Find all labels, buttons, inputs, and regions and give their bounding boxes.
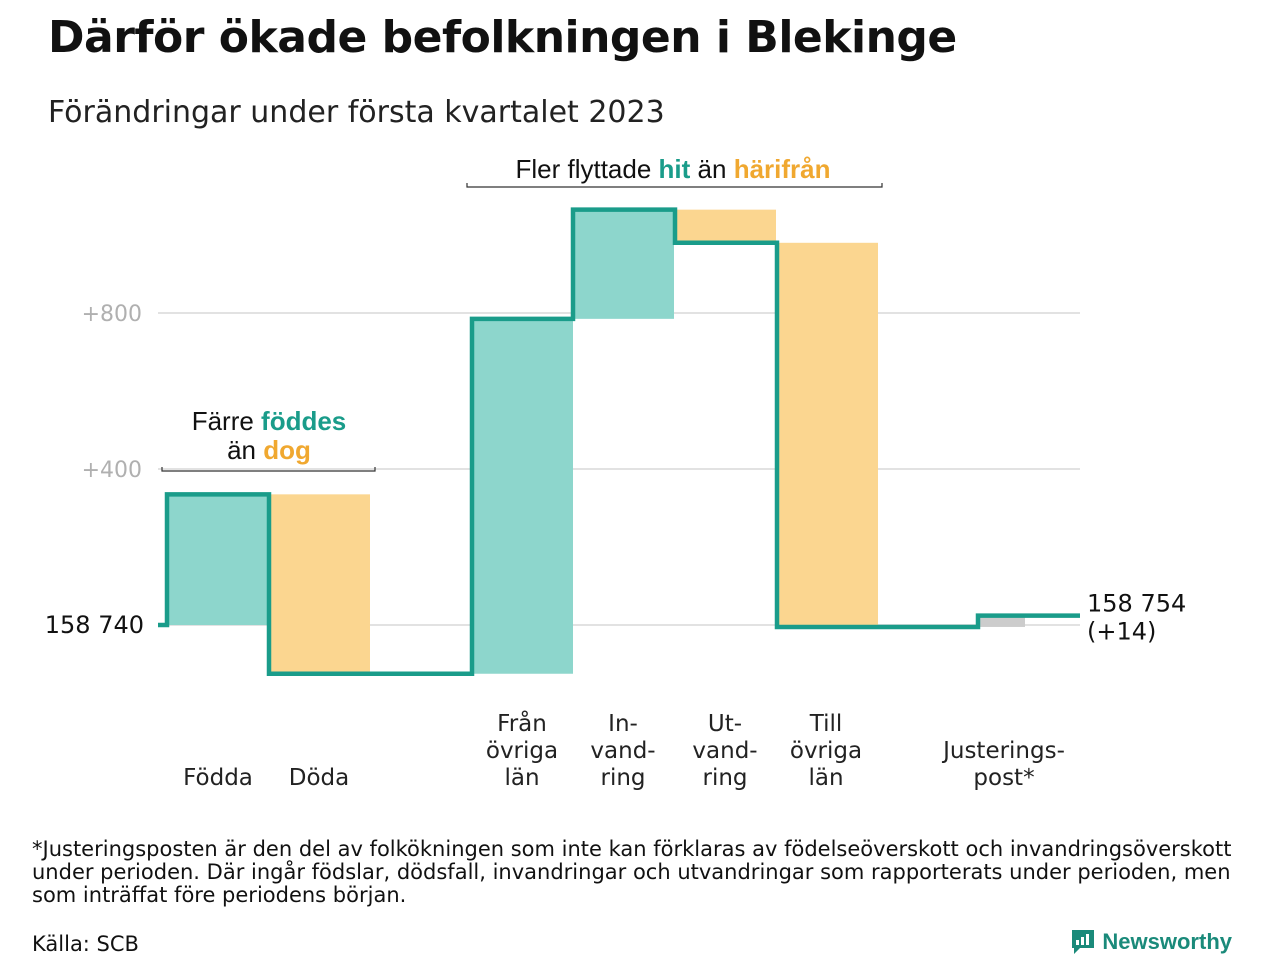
- source-note: Källa: SCB: [32, 932, 139, 956]
- category-label-line: Till: [809, 711, 843, 737]
- bar-5: [675, 209, 776, 243]
- category-label-line: Från: [497, 709, 547, 737]
- annotation-text: Färre föddes: [192, 406, 347, 436]
- category-label-line: övriga: [790, 738, 862, 764]
- annotation-part: hit: [659, 154, 691, 184]
- category-label-line: post*: [973, 765, 1034, 791]
- category-label-line: Justerings-: [941, 738, 1065, 764]
- brand-logo: Newsworthy: [1070, 928, 1232, 956]
- category-label: Från övriga län: [486, 709, 558, 791]
- annotation-text: Fler flyttade hit än härifrån: [515, 154, 830, 184]
- y-tick-label: +800: [82, 302, 142, 327]
- chart-subtitle: Förändringar under första kvartalet 2023: [48, 95, 665, 130]
- annotation-part: Fler flyttade: [515, 154, 658, 184]
- category-label: Till övriga län: [790, 711, 862, 791]
- category-label-line: Ut-: [708, 711, 742, 737]
- category-label: Födda: [183, 765, 253, 791]
- category-label-line: In-: [608, 711, 638, 737]
- category-label-line: vand-: [590, 738, 655, 764]
- start-value-label: 158 740: [45, 611, 144, 639]
- bar-3: [472, 318, 573, 674]
- annotation-part: än: [690, 154, 733, 184]
- y-tick-label: +400: [82, 458, 142, 483]
- annotation-bracket: [161, 467, 376, 472]
- annotation-part: Färre: [192, 406, 261, 436]
- category-label-line: vand-: [692, 738, 757, 764]
- step-line-layer: [158, 207, 1080, 676]
- end-change-label: (+14): [1087, 618, 1156, 646]
- category-label: In-vand-ring: [590, 711, 655, 791]
- bar-6: [777, 242, 878, 627]
- end-value-label: 158 754: [1087, 590, 1186, 618]
- annotation-part: än: [227, 435, 263, 465]
- category-label-line: län: [808, 765, 843, 791]
- annotation-part: föddes: [261, 406, 346, 436]
- category-label-line: Döda: [289, 765, 349, 791]
- bar-4: [573, 209, 674, 319]
- category-label-line: ring: [600, 765, 645, 791]
- bar-1: [167, 494, 268, 625]
- category-label-line: Födda: [183, 765, 253, 791]
- category-label: Döda: [289, 765, 349, 791]
- annotation-part: härifrån: [734, 154, 831, 184]
- bar-2: [269, 494, 370, 674]
- brand-name: Newsworthy: [1102, 929, 1232, 954]
- category-label-line: övriga: [486, 738, 558, 764]
- chart-title: Därför ökade befolkningen i Blekinge: [48, 12, 957, 63]
- newsworthy-logo-icon: [1072, 930, 1095, 954]
- annotation-text: än dog: [227, 435, 311, 465]
- bar-7: [978, 615, 1025, 627]
- bar-layer: [167, 209, 1025, 674]
- running-total-line: [158, 207, 1080, 676]
- annotation-part: dog: [263, 435, 311, 465]
- footnote: *Justeringsposten är den del av folkökni…: [32, 837, 1232, 907]
- annotation-bracket: [466, 183, 883, 188]
- category-label-line: län: [504, 765, 539, 791]
- category-label: Justerings-post*: [941, 738, 1065, 791]
- category-label-line: ring: [702, 765, 747, 791]
- category-label: Ut-vand-ring: [692, 711, 757, 791]
